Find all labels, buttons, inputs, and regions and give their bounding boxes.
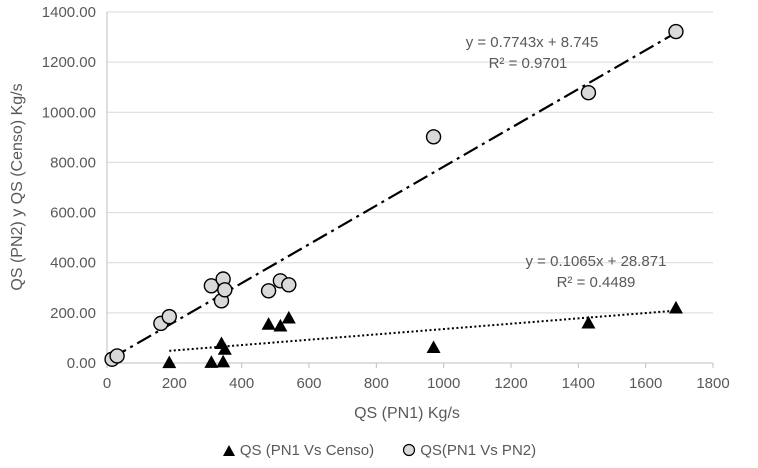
circle-point — [161, 308, 177, 325]
x-tick-label: 1000 — [427, 375, 460, 392]
legend-label-censo: QS (PN1 Vs Censo) — [239, 442, 375, 459]
triangle-point — [281, 310, 296, 324]
triangle-point — [581, 315, 596, 329]
triangle-point — [426, 340, 441, 354]
triangle-point — [204, 355, 219, 368]
trendline-equation-pn2: y = 0.7743x + 8.745 — [466, 34, 599, 51]
circle-point — [425, 129, 442, 145]
trendline-series-0 — [169, 309, 677, 352]
triangle-point — [217, 342, 232, 355]
data-points — [104, 23, 684, 369]
axis-labels: 0.00 200.00 400.00 600.00 800.00 1000.00 1200.… — [42, 4, 730, 392]
gridlines — [107, 11, 713, 314]
x-tick-label: 1400 — [562, 375, 595, 392]
scatter-chart: 0.00 200.00 400.00 600.00 800.00 1000.00 1200.… — [9, 4, 730, 422]
axes — [106, 12, 714, 368]
triangle-point — [162, 355, 177, 369]
x-tick-label: 1200 — [494, 375, 527, 392]
trendline-r2-censo: R² = 0.4489 — [557, 274, 636, 291]
x-tick-label: 1800 — [696, 375, 729, 392]
circle-point — [281, 277, 297, 293]
triangle-point — [668, 300, 683, 314]
x-tick-label: 0 — [103, 375, 111, 392]
circle-point — [668, 23, 684, 40]
x-tick-label: 200 — [162, 375, 187, 392]
y-tick-label: 800.00 — [50, 154, 96, 171]
legend: QS (PN1 Vs Censo) QS(PN1 Vs PN2) — [0, 442, 758, 459]
trendline-equation-censo: y = 0.1065x + 28.871 — [526, 253, 667, 270]
y-tick-label: 1400.00 — [42, 4, 96, 21]
circle-marker-icon — [403, 443, 416, 457]
legend-label-pn2: QS(PN1 Vs PN2) — [420, 442, 537, 459]
y-tick-label: 0.00 — [67, 355, 96, 372]
circle-point — [580, 85, 597, 101]
triangle-point — [273, 318, 288, 332]
triangle-marker-icon — [222, 445, 235, 456]
triangle-point — [261, 317, 276, 330]
y-tick-label: 1200.00 — [42, 54, 96, 71]
y-tick-label: 600.00 — [50, 205, 96, 222]
circle-point — [109, 348, 125, 364]
triangle-point — [216, 354, 231, 368]
legend-item-pn2: QS(PN1 Vs PN2) — [402, 442, 536, 459]
circle-point — [260, 283, 277, 299]
circle-point — [217, 282, 233, 298]
y-axis-title: QS (PN2) y QS (Censo) Kg/s — [9, 83, 26, 290]
y-tick-label: 400.00 — [50, 255, 96, 272]
x-tick-label: 1600 — [629, 375, 662, 392]
trendline-r2-pn2: R² = 0.9701 — [489, 55, 568, 72]
y-tick-label: 1000.00 — [42, 104, 96, 121]
x-tick-label: 400 — [229, 375, 254, 392]
x-tick-label: 800 — [364, 375, 389, 392]
legend-item-censo: QS (PN1 Vs Censo) — [222, 442, 374, 459]
x-tick-label: 600 — [296, 375, 321, 392]
x-axis-title: QS (PN1) Kg/s — [354, 405, 460, 422]
trendlines — [111, 31, 677, 359]
trendline-series-1 — [111, 31, 677, 359]
y-tick-label: 200.00 — [50, 305, 96, 322]
